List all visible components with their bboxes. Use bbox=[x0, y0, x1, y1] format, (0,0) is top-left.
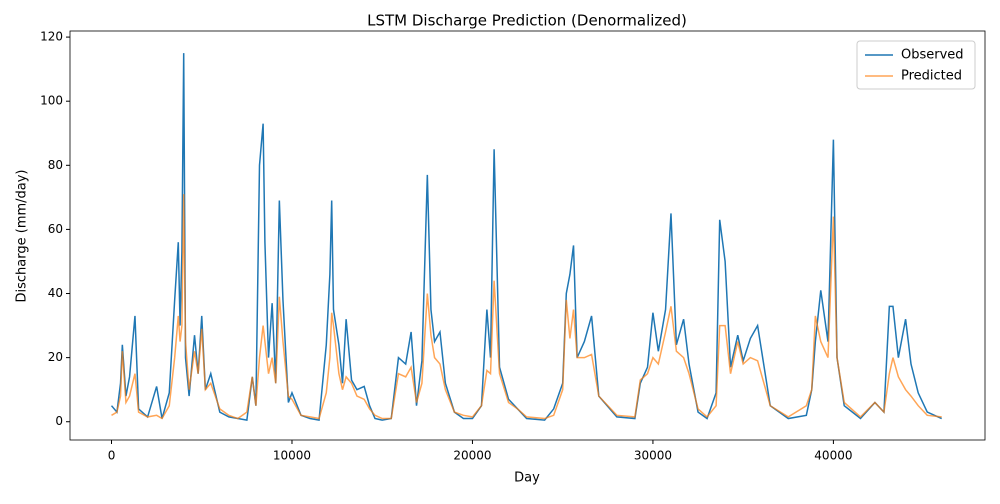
plot-frame bbox=[69, 30, 986, 441]
x-tick-label: 0 bbox=[108, 449, 116, 463]
y-tick-label: 120 bbox=[40, 30, 63, 44]
y-tick-label: 20 bbox=[48, 350, 63, 364]
y-tick-label: 80 bbox=[48, 158, 63, 172]
series-line bbox=[111, 194, 942, 420]
x-axis-label: Day bbox=[514, 471, 540, 486]
x-tick-label: 40000 bbox=[814, 449, 852, 463]
y-tick-label: 100 bbox=[40, 94, 63, 108]
y-tick-label: 60 bbox=[48, 222, 63, 236]
y-axis-label: Discharge (mm/day) bbox=[15, 169, 30, 302]
x-tick-label: 10000 bbox=[273, 449, 311, 463]
y-tick-label: 40 bbox=[48, 286, 63, 300]
x-tick-label: 30000 bbox=[634, 449, 672, 463]
series-line bbox=[110, 53, 942, 422]
legend-label: Predicted bbox=[901, 69, 962, 84]
legend-label: Observed bbox=[901, 48, 964, 63]
chart-title: LSTM Discharge Prediction (Denormalized) bbox=[367, 12, 687, 30]
x-tick-label: 20000 bbox=[453, 449, 491, 463]
y-tick-label: 0 bbox=[55, 414, 63, 428]
legend-box bbox=[856, 40, 976, 90]
